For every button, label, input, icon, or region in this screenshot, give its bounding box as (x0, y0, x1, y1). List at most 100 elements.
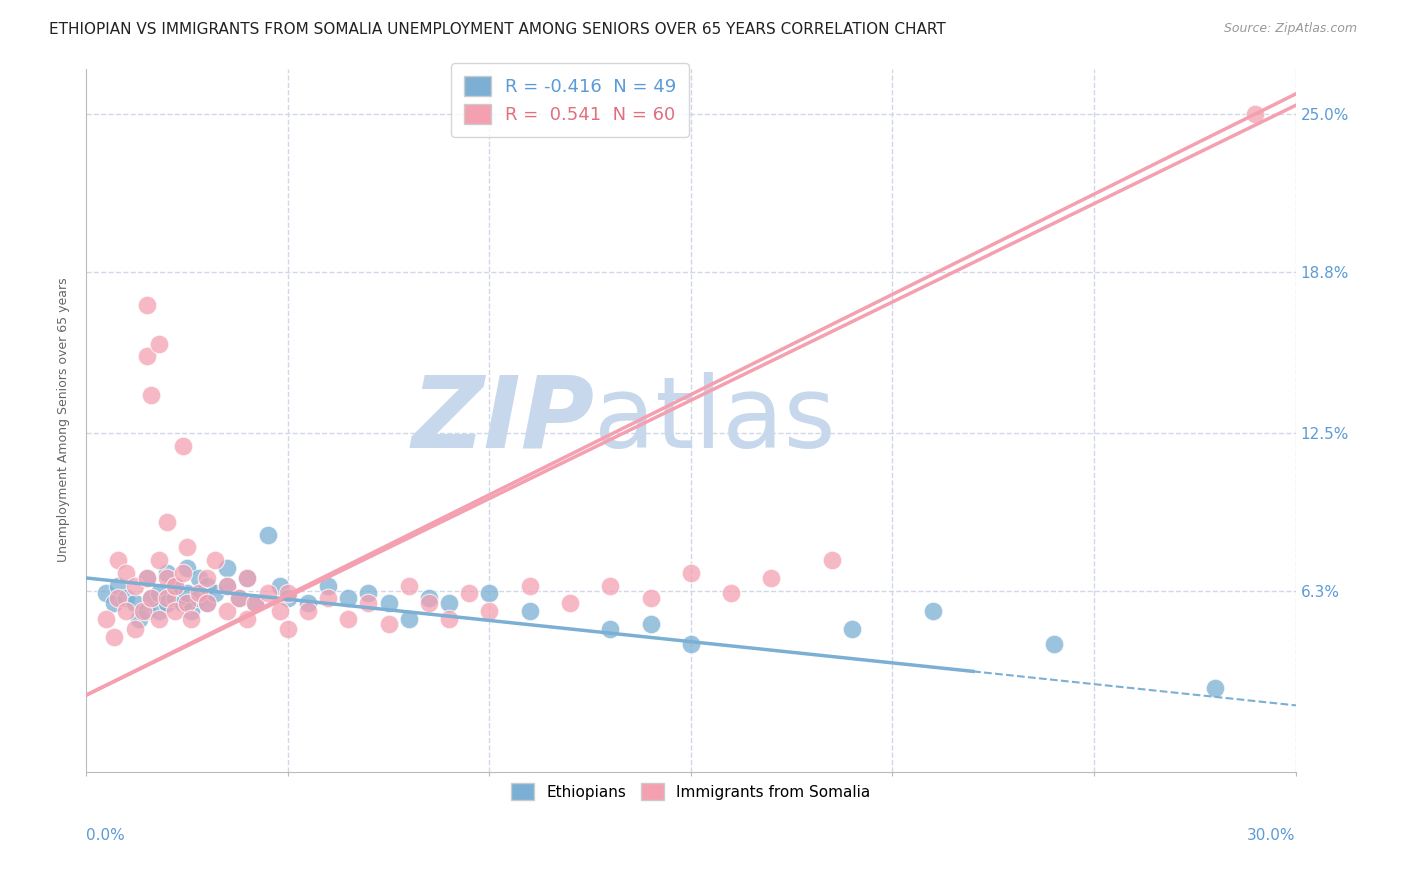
Point (640, 591, 662, 606)
Text: Source: ZipAtlas.com: Source: ZipAtlas.com (1223, 22, 1357, 36)
Point (96, 586, 118, 600)
Point (228, 591, 250, 606)
Point (316, 591, 339, 606)
Point (217, 579, 239, 593)
Point (107, 591, 129, 606)
Point (277, 622, 299, 636)
Point (841, 622, 863, 636)
Point (135, 571, 157, 585)
Point (124, 579, 146, 593)
Point (103, 597, 125, 611)
Point (478, 586, 501, 600)
Point (256, 527, 278, 541)
Point (217, 579, 239, 593)
Point (679, 637, 702, 651)
Point (96, 612, 118, 626)
Point (437, 597, 460, 611)
Point (269, 604, 291, 618)
Point (107, 553, 129, 567)
Point (398, 612, 420, 626)
Point (135, 604, 157, 618)
Point (172, 438, 194, 452)
Point (236, 571, 259, 585)
Point (176, 561, 198, 575)
Point (418, 597, 440, 611)
Point (135, 350, 157, 364)
Text: atlas: atlas (595, 372, 835, 468)
Point (148, 336, 170, 351)
Point (256, 586, 278, 600)
Point (163, 591, 186, 606)
Text: ETHIOPIAN VS IMMIGRANTS FROM SOMALIA UNEMPLOYMENT AMONG SENIORS OVER 65 YEARS CO: ETHIOPIAN VS IMMIGRANTS FROM SOMALIA UNE… (49, 22, 946, 37)
Point (458, 586, 481, 600)
Point (204, 586, 226, 600)
Point (337, 591, 360, 606)
Point (377, 616, 399, 631)
Point (418, 591, 440, 606)
Point (148, 586, 170, 600)
Point (107, 579, 129, 593)
Point (519, 604, 541, 618)
Point (437, 612, 460, 626)
Point (245, 597, 267, 611)
Point (135, 298, 157, 312)
Point (180, 604, 202, 618)
Point (115, 591, 138, 606)
Point (337, 612, 360, 626)
Point (148, 604, 170, 618)
Point (115, 566, 138, 580)
Point (139, 591, 162, 606)
Point (478, 604, 501, 618)
Point (172, 566, 194, 580)
Point (195, 597, 218, 611)
Point (115, 604, 138, 618)
Point (599, 622, 621, 636)
Point (1204, 681, 1226, 695)
Point (156, 571, 179, 585)
Point (377, 597, 399, 611)
Point (228, 591, 250, 606)
Point (519, 579, 541, 593)
Point (176, 586, 198, 600)
Point (1042, 637, 1064, 651)
Point (148, 612, 170, 626)
Point (148, 553, 170, 567)
Point (163, 579, 186, 593)
Point (188, 591, 211, 606)
Point (163, 579, 186, 593)
Point (176, 597, 198, 611)
Point (156, 566, 179, 580)
Point (245, 597, 267, 611)
Point (269, 579, 291, 593)
Point (217, 604, 239, 618)
Point (921, 604, 943, 618)
Point (236, 612, 259, 626)
Point (720, 586, 742, 600)
Point (357, 597, 380, 611)
Point (172, 597, 194, 611)
Point (640, 616, 662, 631)
Point (1244, 107, 1267, 121)
Point (599, 579, 621, 593)
Point (195, 579, 218, 593)
Point (103, 630, 125, 644)
Point (139, 387, 162, 401)
Point (156, 597, 179, 611)
Point (188, 586, 211, 600)
Point (128, 612, 150, 626)
Point (204, 553, 226, 567)
Point (188, 571, 211, 585)
Y-axis label: Unemployment Among Seniors over 65 years: Unemployment Among Seniors over 65 years (58, 277, 70, 562)
Point (277, 586, 299, 600)
Text: 30.0%: 30.0% (1247, 828, 1295, 843)
Point (131, 604, 153, 618)
Point (821, 553, 844, 567)
Point (124, 622, 146, 636)
Text: ZIP: ZIP (411, 372, 595, 468)
Point (398, 579, 420, 593)
Point (357, 586, 380, 600)
Point (558, 597, 581, 611)
Point (297, 597, 319, 611)
Point (163, 604, 186, 618)
Point (180, 612, 202, 626)
